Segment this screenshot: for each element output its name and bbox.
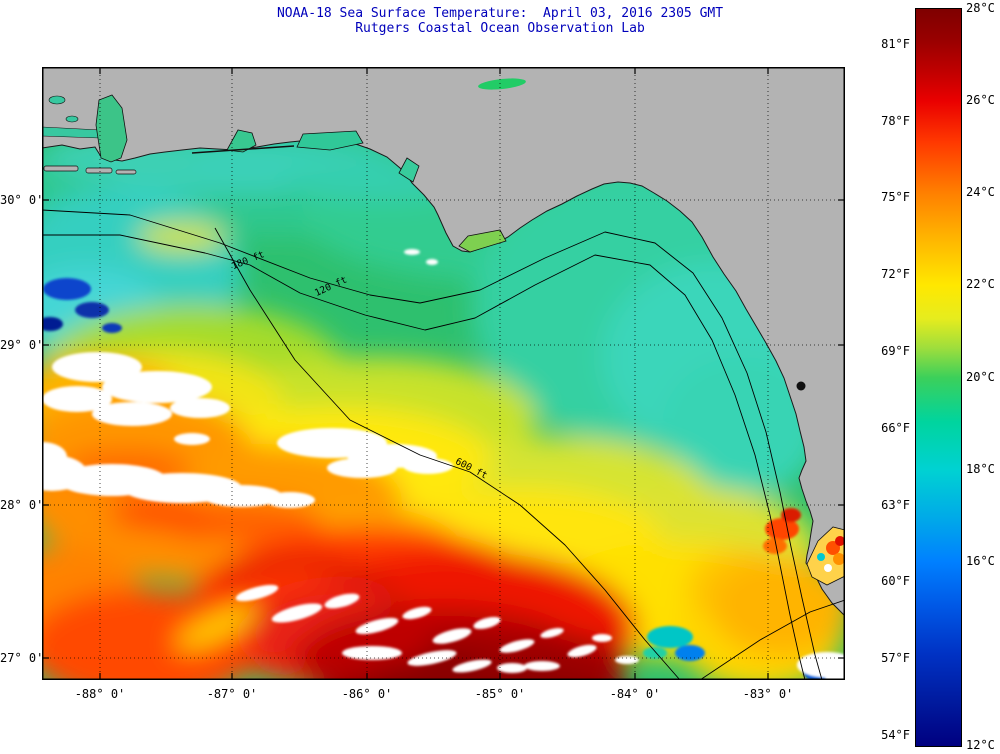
lon-tick-label-84: -84° 0' <box>609 687 661 701</box>
lat-tick-label-30: 30° 0' <box>0 193 44 207</box>
colorbar-label-69f: 69°F <box>881 344 910 358</box>
barrier-islands <box>43 165 137 175</box>
colorbar-label-60f: 60°F <box>881 574 910 588</box>
lat-tick-label-27: 27° 0' <box>0 651 44 665</box>
colorbar-label-72f: 72°F <box>881 267 910 281</box>
pensacola-bay <box>226 129 257 153</box>
choctawhatchee-bay <box>296 130 364 151</box>
lon-tick-label-87: -87° 0' <box>206 687 258 701</box>
map-frame <box>42 67 845 680</box>
lon-tick-label-86: -86° 0' <box>341 687 393 701</box>
colorbar-label-57f: 57°F <box>881 651 910 665</box>
colorbar-label-20c: 20°C <box>966 370 995 384</box>
colorbar-label-63f: 63°F <box>881 498 910 512</box>
colorbar-label-28c: 28°C <box>966 1 995 15</box>
colorbar-label-78f: 78°F <box>881 114 910 128</box>
lon-tick-label-83: -83° 0' <box>742 687 794 701</box>
st-andrew-bay <box>398 157 420 183</box>
contour-180ft <box>42 234 806 680</box>
colorbar-label-18c: 18°C <box>966 462 995 476</box>
marsh-lake-2 <box>65 115 79 123</box>
mobile-bay <box>95 94 128 163</box>
colorbar-label-16c: 16°C <box>966 554 995 568</box>
cloud-layer <box>42 249 845 680</box>
colorbar-label-75f: 75°F <box>881 190 910 204</box>
lon-tick-label-88: -88° 0' <box>74 687 126 701</box>
shelf-line-southeast <box>699 599 845 680</box>
inland-lake-dark <box>796 381 806 391</box>
figure-title: NOAA-18 Sea Surface Temperature: April 0… <box>276 6 724 21</box>
colorbar-label-24c: 24°C <box>966 185 995 199</box>
colorbar-label-66f: 66°F <box>881 421 910 435</box>
apalachicola-bay <box>458 229 507 253</box>
colorbar-label-54f: 54°F <box>881 728 910 742</box>
santa-rosa-island <box>191 145 295 154</box>
temperature-colorbar <box>915 8 962 747</box>
lon-tick-label-85: -85° 0' <box>474 687 526 701</box>
lat-tick-label-29: 29° 0' <box>0 338 44 352</box>
lat-tick-label-28: 28° 0' <box>0 498 44 512</box>
sst-map: 180 ft 120 ft 600 ft <box>42 67 845 680</box>
contour-120ft <box>42 209 823 680</box>
colorbar-label-12c: 12°C <box>966 738 995 752</box>
colorbar-label-22c: 22°C <box>966 277 995 291</box>
contour-600ft <box>214 227 681 680</box>
figure-subtitle: Rutgers Coastal Ocean Observation Lab <box>355 21 645 36</box>
colorbar-label-81f: 81°F <box>881 37 910 51</box>
land-water-streak <box>478 78 526 90</box>
colorbar-label-26c: 26°C <box>966 93 995 107</box>
marsh-lake <box>48 95 66 105</box>
tampa-bay <box>806 526 845 586</box>
